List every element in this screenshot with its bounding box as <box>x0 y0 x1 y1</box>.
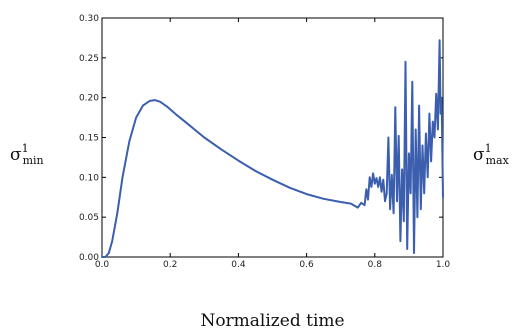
x-tick-label: 0.6 <box>299 260 314 270</box>
x-tick-label: 0.8 <box>368 260 383 270</box>
y-tick-label: 0.10 <box>79 173 99 183</box>
y-label-right-base: σ <box>473 145 485 165</box>
y-label-left-sup: 1 <box>22 142 29 155</box>
y-label-left-base: σ <box>10 145 22 165</box>
y-label-left-sub: min <box>23 154 44 167</box>
x-axis-ticks: 0.0 0.2 0.4 0.6 0.8 1.0 <box>95 18 451 270</box>
y-label-right-sup: 1 <box>485 142 492 155</box>
y-label-right-sub: max <box>486 154 510 167</box>
plot-frame <box>101 17 444 258</box>
y-tick-label: 0.15 <box>79 134 99 144</box>
x-tick-label: 0.4 <box>231 260 246 270</box>
y-tick-label: 0.30 <box>79 14 99 24</box>
y-tick-label: 0.20 <box>79 94 99 104</box>
x-tick-label: 1.0 <box>436 260 451 270</box>
x-tick-label: 0.2 <box>163 260 177 270</box>
x-tick-label: 0.0 <box>95 260 110 270</box>
x-axis-label: Normalized time <box>200 311 344 331</box>
series-line <box>101 39 444 258</box>
y-tick-label: 0.05 <box>79 213 99 223</box>
y-tick-label: 0.00 <box>79 253 99 263</box>
y-axis-label-right: σ1 max <box>473 142 510 167</box>
y-axis-label-left: σ1 min <box>10 142 44 167</box>
y-tick-label: 0.25 <box>79 54 99 64</box>
